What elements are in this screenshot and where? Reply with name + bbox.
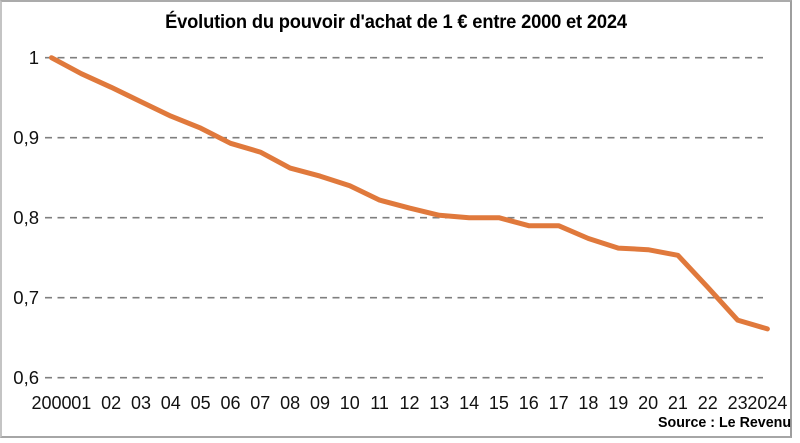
x-tick-label: 09 xyxy=(310,393,330,413)
x-tick-label: 10 xyxy=(340,393,360,413)
x-tick-label: 18 xyxy=(578,393,598,413)
x-tick-label: 23 xyxy=(728,393,748,413)
x-tick-label: 22 xyxy=(698,393,718,413)
x-tick-label: 20 xyxy=(638,393,658,413)
x-tick-label: 17 xyxy=(549,393,569,413)
x-tick-label: 16 xyxy=(519,393,539,413)
source-caption: Source : Le Revenu xyxy=(657,414,791,431)
x-tick-label: 11 xyxy=(370,393,389,413)
chart-frame xyxy=(0,0,792,438)
chart-title: Évolution du pouvoir d'achat de 1 € entr… xyxy=(165,11,627,33)
y-tick-label: 0,6 xyxy=(13,367,39,388)
x-tick-label: 15 xyxy=(489,393,509,413)
y-tick-label: 0,9 xyxy=(13,127,39,148)
x-tick-label: 14 xyxy=(459,393,479,413)
x-tick-label: 05 xyxy=(191,393,211,413)
x-tick-label: 02 xyxy=(101,393,121,413)
x-tick-label: 04 xyxy=(161,393,181,413)
x-tick-label: 03 xyxy=(131,393,151,413)
y-tick-label: 0,7 xyxy=(13,287,39,308)
y-tick-label: 0,8 xyxy=(13,207,39,228)
x-tick-label: 19 xyxy=(608,393,628,413)
x-tick-label: 08 xyxy=(280,393,300,413)
y-tick-label: 1 xyxy=(29,47,39,68)
x-tick-label: 01 xyxy=(71,393,91,413)
x-tick-label: 13 xyxy=(429,393,449,413)
x-tick-label: 2024 xyxy=(747,393,787,413)
series-line-pouvoir-achat xyxy=(49,55,770,332)
x-tick-label: 21 xyxy=(668,393,688,413)
x-tick-label: 2000 xyxy=(31,393,71,413)
x-tick-label: 07 xyxy=(250,393,270,413)
x-tick-label: 06 xyxy=(220,393,240,413)
x-tick-label: 12 xyxy=(399,393,419,413)
